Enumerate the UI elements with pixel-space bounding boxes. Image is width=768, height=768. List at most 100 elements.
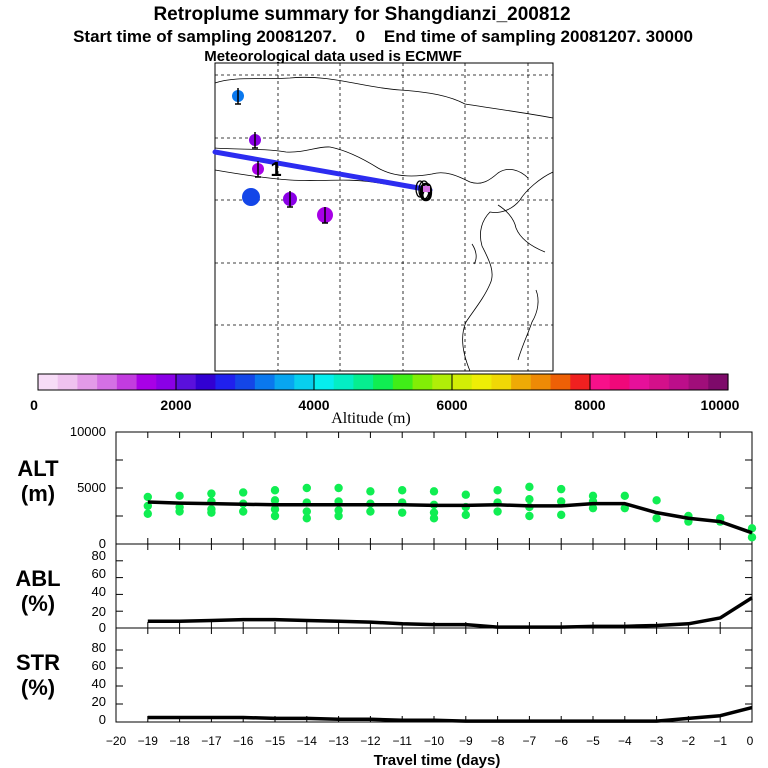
map-panel: 1 0 xyxy=(212,62,554,372)
alt-cluster-points xyxy=(143,482,757,542)
colorbar-dividers xyxy=(175,374,591,390)
colorbar-frame xyxy=(37,373,729,391)
colorbar-tick-label: 4000 xyxy=(298,397,329,413)
abl-y-tick-label: 0 xyxy=(99,620,106,635)
alt-cluster-point xyxy=(207,489,216,498)
abl-fraction-line xyxy=(147,596,753,629)
cluster-error-bars xyxy=(235,88,328,224)
abl-axis-ticks xyxy=(115,544,753,628)
str-panel-frame xyxy=(115,627,753,723)
map-frame xyxy=(214,62,554,372)
map-coastlines xyxy=(214,76,554,372)
sampling-time-line: Start time of sampling 20081207. 0 End t… xyxy=(73,27,693,46)
alt-panel: ALT (m) 0 5000 10000 xyxy=(17,424,757,551)
x-axis-tick-label: −14 xyxy=(297,734,318,748)
alt-cluster-point xyxy=(398,486,407,495)
release-site-rings xyxy=(415,180,430,200)
colorbar-tick-label: 8000 xyxy=(574,397,605,413)
str-axis-ticks xyxy=(115,628,753,722)
str-panel-unit: (%) xyxy=(21,675,55,700)
str-y-tick-label: 60 xyxy=(92,658,106,673)
abl-y-tick-label: 60 xyxy=(92,566,106,581)
colorbar-cell xyxy=(353,374,374,390)
plume-cluster-marker xyxy=(242,188,260,206)
colorbar-cell xyxy=(57,374,79,390)
alt-cluster-point xyxy=(747,533,757,542)
str-y-tick-label: 0 xyxy=(99,712,106,727)
figure-title: Retroplume summary for Shangdianzi_20081… xyxy=(153,4,570,25)
abl-panel: ABL (%) 0 20 40 60 80 xyxy=(15,543,753,635)
abl-panel-label: ABL xyxy=(15,566,60,591)
colorbar-cell xyxy=(530,374,552,390)
x-axis-tick-label: −17 xyxy=(201,734,222,748)
x-axis-tick-label: −8 xyxy=(491,734,505,748)
x-axis-tick-label: −10 xyxy=(424,734,445,748)
alt-cluster-point xyxy=(461,490,470,499)
colorbar-cell xyxy=(274,374,295,390)
colorbar-cell xyxy=(176,374,197,390)
alt-cluster-point xyxy=(525,495,534,504)
alt-mean-line xyxy=(147,500,753,535)
alt-cluster-point xyxy=(525,482,534,492)
colorbar-cell xyxy=(195,374,217,390)
x-axis-tick-labels: −20 −19 −18 −17 −16 −15 −14 −13 −12 −11 −10 −9 −8 −7−… xyxy=(106,734,754,748)
retroplume-trajectory-line xyxy=(212,149,433,193)
x-axis-tick-label: −1 xyxy=(713,734,727,748)
x-axis-tick-label: −16 xyxy=(233,734,254,748)
alt-cluster-point xyxy=(302,507,311,516)
colorbar-cell xyxy=(235,374,256,390)
colorbar-cell xyxy=(609,374,631,390)
colorbar-cell xyxy=(314,374,335,390)
alt-cluster-point xyxy=(557,484,566,494)
colorbar-cell xyxy=(708,374,729,390)
x-axis-label: Travel time (days) xyxy=(374,752,501,768)
colorbar-cell xyxy=(471,374,493,390)
x-axis-tick-label: −7 xyxy=(523,734,537,748)
x-axis-tick-label: −19 xyxy=(138,734,159,748)
alt-cluster-point xyxy=(429,487,439,496)
x-axis-tick-label: −20 xyxy=(106,734,127,748)
alt-cluster-point xyxy=(366,507,375,516)
alt-y-tick-label: 0 xyxy=(99,536,106,551)
colorbar-cell xyxy=(629,374,650,390)
alt-y-tick-label: 10000 xyxy=(70,424,106,439)
abl-panel-unit: (%) xyxy=(21,591,55,616)
str-y-tick-label: 80 xyxy=(92,640,106,655)
map-gridlines xyxy=(215,63,553,371)
colorbar-cell xyxy=(38,374,59,390)
alt-cluster-point xyxy=(270,486,280,495)
altitude-colorbar: 0 2000 4000 6000 8000 10000 Altitude (m) xyxy=(30,373,740,427)
x-axis-tick-label: −12 xyxy=(360,734,381,748)
alt-cluster-point xyxy=(588,503,598,513)
alt-cluster-point xyxy=(557,510,566,520)
alt-cluster-point xyxy=(175,491,184,501)
alt-cluster-point xyxy=(334,511,343,521)
colorbar-axis-label: Altitude (m) xyxy=(331,410,411,427)
alt-cluster-point xyxy=(143,509,152,518)
colorbar-cell xyxy=(373,374,394,390)
x-axis-tick-label: −4 xyxy=(618,734,632,748)
colorbar-cell xyxy=(136,374,157,390)
x-axis-tick-label: −11 xyxy=(392,734,412,748)
str-y-tick-label: 40 xyxy=(92,676,106,691)
alt-cluster-point xyxy=(652,514,661,523)
colorbar-cell xyxy=(294,374,315,390)
colorbar-cell xyxy=(432,374,453,390)
colorbar-cell xyxy=(215,374,236,390)
str-panel: STR (%) 0 20 40 60 80 xyxy=(16,627,753,727)
colorbar-tick-label: 2000 xyxy=(160,397,191,413)
alt-cluster-point xyxy=(366,487,375,496)
alt-cluster-point xyxy=(270,511,280,521)
colorbar-cell xyxy=(156,374,177,390)
colorbar-tick-label: 10000 xyxy=(701,397,740,413)
x-axis-tick-label: −6 xyxy=(554,734,568,748)
colorbar-tick-label: 6000 xyxy=(436,397,467,413)
alt-cluster-point xyxy=(620,491,629,501)
str-y-tick-label: 20 xyxy=(92,694,106,709)
colorbar-cell xyxy=(392,374,414,390)
alt-cluster-point xyxy=(429,514,439,523)
alt-cluster-point xyxy=(334,483,343,493)
x-axis-tick-label: 0 xyxy=(747,734,754,748)
x-axis-tick-label: −18 xyxy=(169,734,190,748)
alt-cluster-point xyxy=(175,507,184,516)
